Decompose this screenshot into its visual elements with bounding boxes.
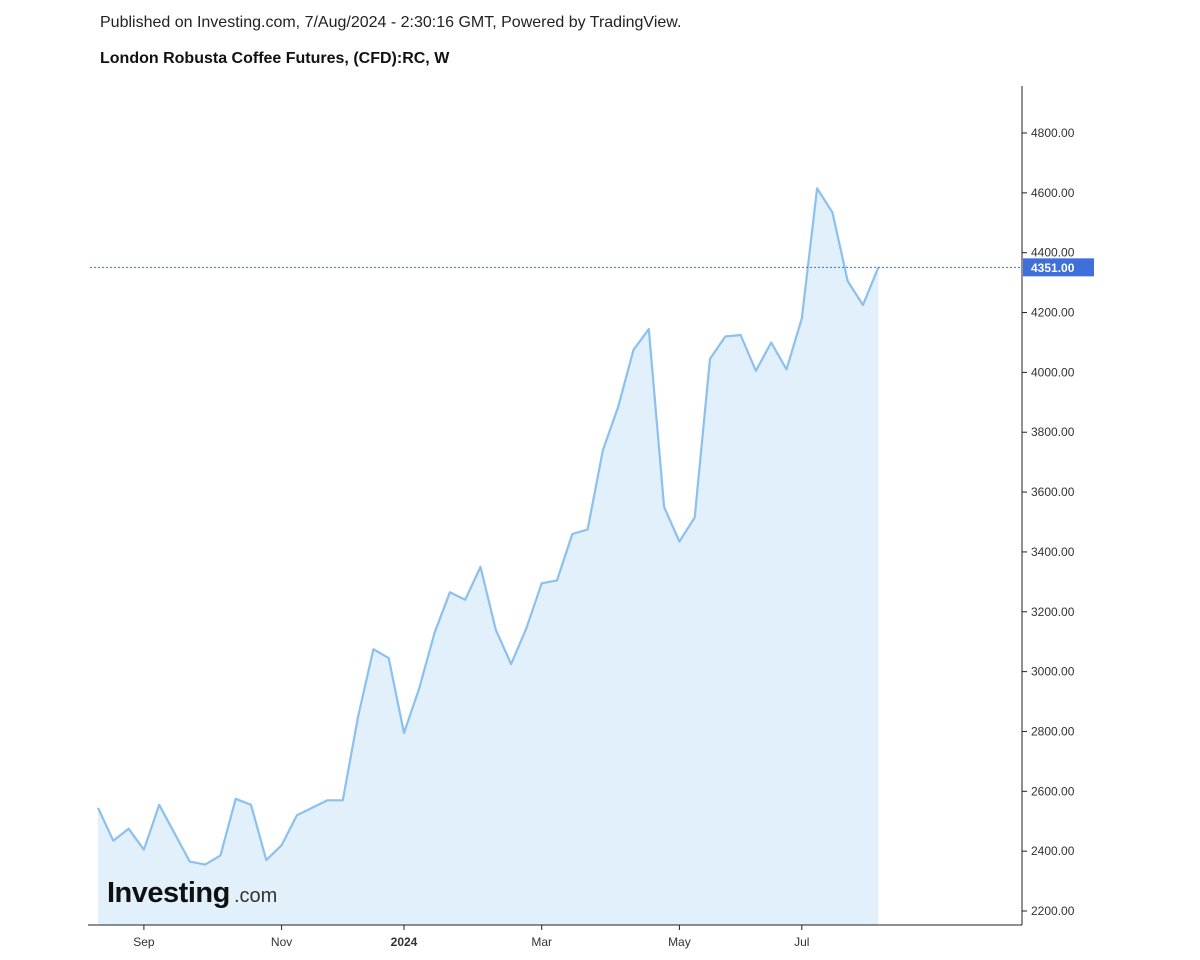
y-tick-label: 3400.00 [1031, 545, 1075, 559]
price-area [98, 188, 879, 925]
x-tick-label: May [668, 935, 691, 949]
y-tick-label: 2800.00 [1031, 724, 1075, 738]
price-line [97, 187, 880, 866]
y-tick-label: 4000.00 [1031, 365, 1075, 379]
x-tick-label: Jul [794, 935, 809, 949]
y-tick-label: 3600.00 [1031, 485, 1075, 499]
price-area-layer [98, 188, 879, 925]
logo-main: Investing [107, 877, 230, 909]
chart-title: London Robusta Coffee Futures, (CFD):RC,… [100, 50, 450, 67]
logo-suffix: .com [234, 885, 277, 907]
y-tick-label: 2400.00 [1031, 844, 1075, 858]
x-tick-label: Mar [531, 935, 552, 949]
current-price-badge [1023, 258, 1094, 277]
x-tick-label: Sep [133, 935, 155, 949]
y-tick-label: 2200.00 [1031, 904, 1075, 918]
price-line-layer [97, 187, 880, 866]
axes: 2200.00 2400.00 2600.00 2800.00 3000.00 3200.… [88, 86, 1094, 949]
publish-line: Published on Investing.com, 7/Aug/2024 -… [100, 14, 682, 31]
publish-info: Published on Investing.com, 7/Aug/2024 -… [100, 14, 681, 32]
y-tick-label: 4800.00 [1031, 126, 1075, 140]
x-tick-label: Nov [271, 935, 292, 949]
y-tick-label: 4600.00 [1031, 186, 1075, 200]
current-price-label: 4351.00 [1031, 261, 1075, 275]
y-tick-label: 4200.00 [1031, 306, 1075, 320]
x-tick-label: 2024 [391, 935, 418, 949]
y-tick-label: 3200.00 [1031, 605, 1075, 619]
y-tick-label: 3000.00 [1031, 665, 1075, 679]
y-tick-label: 2600.00 [1031, 784, 1075, 798]
investing-logo: Investing .com [107, 877, 277, 909]
y-tick-label: 4400.00 [1031, 246, 1075, 260]
y-tick-label: 3800.00 [1031, 425, 1075, 439]
